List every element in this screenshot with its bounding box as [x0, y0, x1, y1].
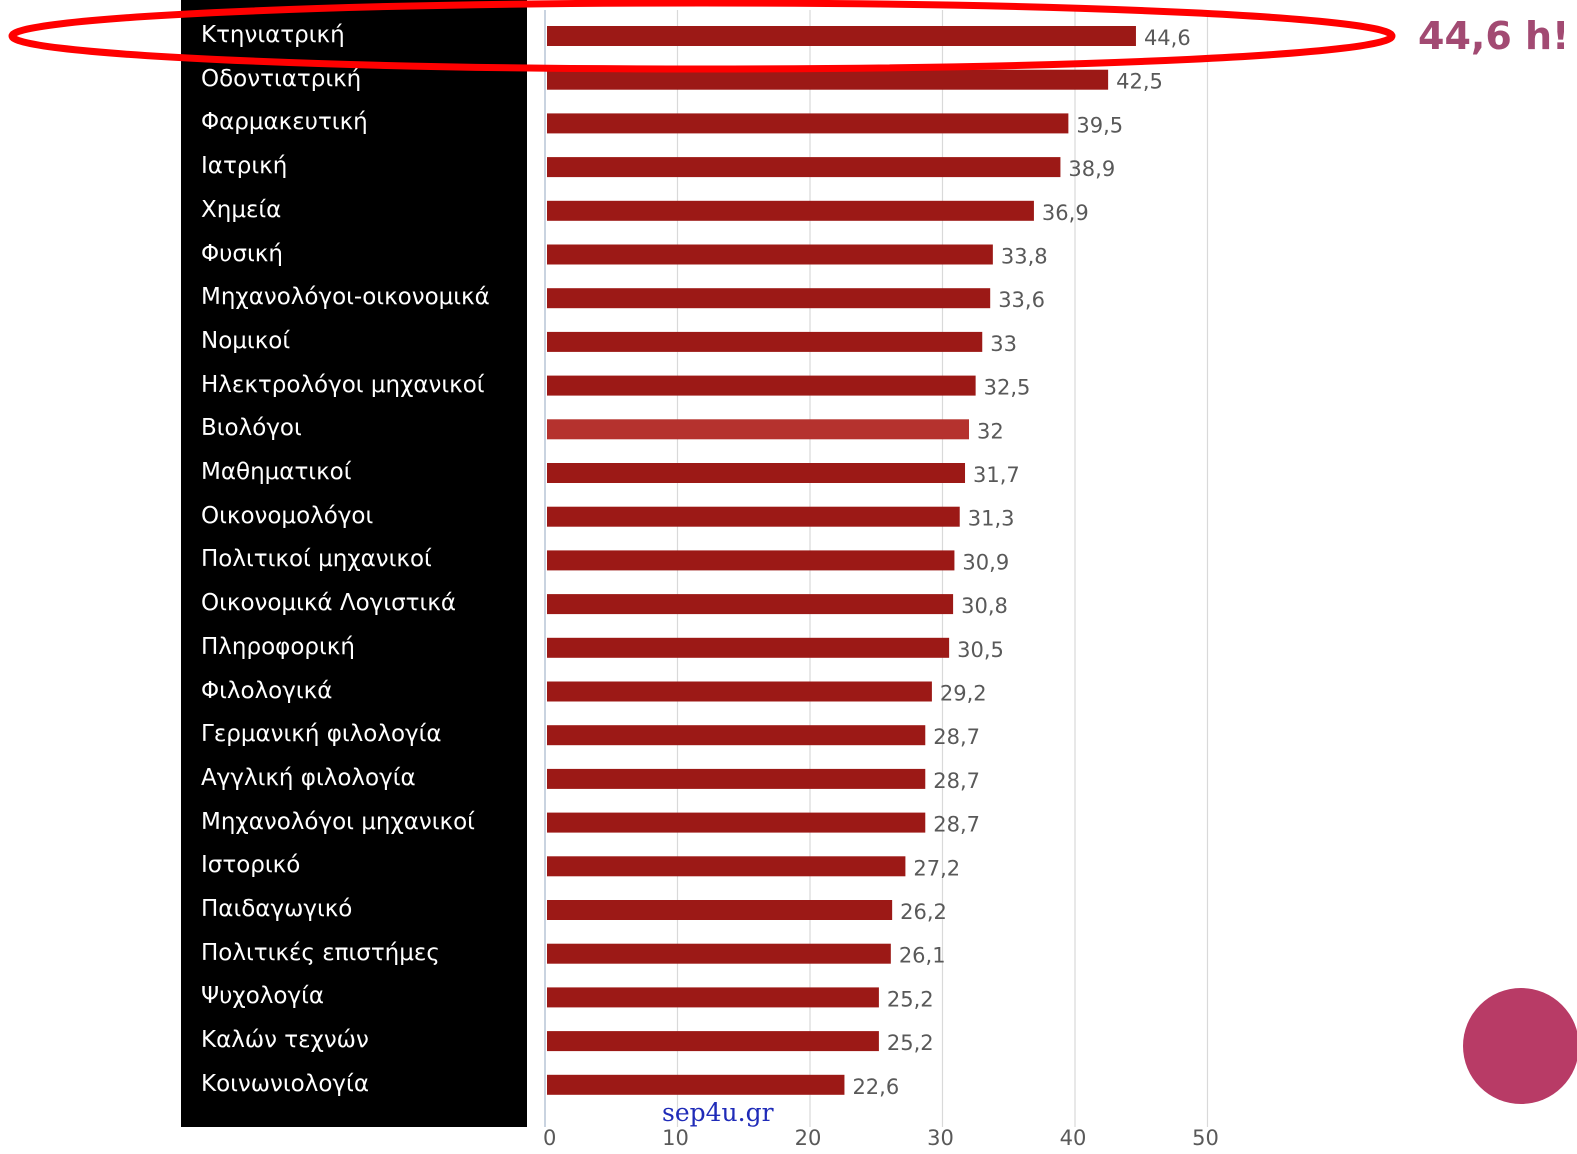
bar: [547, 419, 969, 440]
bar-value-label: 26,1: [899, 944, 946, 968]
bar-value-label: 28,7: [933, 813, 980, 837]
bar-value-label: 22,6: [852, 1075, 899, 1099]
x-tick-label: 10: [662, 1126, 689, 1150]
bar-value-label: 30,5: [957, 638, 1004, 662]
bar: [547, 200, 1034, 221]
bar: [547, 856, 906, 877]
bar-value-label: 26,2: [900, 900, 947, 924]
category-label: Βιολόγοι: [201, 415, 302, 442]
bars: 44,6 42,5 39,5 38,9 36,9 33,8 33,6 33 32,5 32 31,7…: [547, 26, 1191, 1099]
bar: [547, 113, 1069, 134]
category-label: Μηχανολόγοι-οικονομικά: [201, 284, 490, 311]
bar: [547, 768, 926, 789]
bar-value-label: 31,3: [968, 507, 1015, 531]
category-label: Φαρμακευτική: [201, 109, 368, 136]
bar: [547, 900, 893, 920]
category-label: Παιδαγωγικό: [201, 896, 353, 922]
category-label: Πληροφορική: [201, 633, 355, 660]
category-label: Οικονομικά Λογιστικά: [201, 590, 456, 617]
bar-value-label: 33: [990, 332, 1017, 356]
category-label: Πολιτικοί μηχανικοί: [201, 546, 432, 573]
x-tick-label: 40: [1060, 1126, 1087, 1150]
bar-value-label: 32: [977, 419, 1004, 443]
category-label: Νομικοί: [201, 327, 291, 354]
category-label: Ηλεκτρολόγοι μηχανικοί: [201, 371, 485, 398]
bar-value-label: 44,6: [1144, 26, 1191, 50]
category-label: Ιστορικό: [201, 852, 301, 879]
bar: [547, 812, 926, 833]
highlight-annotation: 44,6 h!: [1418, 14, 1570, 58]
category-label: Φυσική: [201, 240, 283, 267]
category-label: Οδοντιατρική: [201, 65, 362, 92]
category-label: Ψυχολογία: [201, 983, 325, 1010]
bar: [547, 69, 1109, 90]
category-label: Μαθηματικοί: [201, 459, 352, 485]
category-label: Οικονομολόγοι: [201, 502, 374, 529]
category-label: Γερμανική φιλολογία: [201, 721, 442, 748]
bar: [547, 594, 954, 615]
category-label: Χημεία: [201, 196, 282, 223]
bar: [547, 637, 950, 658]
bar: [547, 244, 993, 265]
bar-value-label: 28,7: [933, 769, 980, 793]
bar-value-label: 25,2: [887, 1031, 934, 1055]
bar: [547, 987, 879, 1008]
highlight-ellipse: [8, 0, 1396, 73]
category-label-panel: Κτηνιατρική Οδοντιατρική Φαρμακευτική Ιατρι…: [181, 0, 527, 1127]
bar-value-label: 25,2: [887, 987, 934, 1011]
bar: [547, 157, 1061, 178]
bar: [547, 1074, 845, 1095]
x-tick-label: 20: [795, 1126, 822, 1150]
category-label: Μηχανολόγοι μηχανικοί: [201, 808, 475, 835]
grid-lines: [544, 10, 1209, 1127]
bar-value-label: 39,5: [1076, 113, 1123, 137]
bar-value-label: 31,7: [973, 463, 1020, 487]
x-tick-label: 50: [1192, 1126, 1219, 1150]
bar-value-label: 27,2: [913, 856, 960, 880]
bar-value-label: 32,5: [984, 376, 1031, 400]
watermark: sep4u.gr: [662, 1098, 774, 1127]
bar: [547, 375, 976, 396]
x-axis-ticks: 0 10 20 30 40 50: [543, 1126, 1219, 1150]
bar: [547, 550, 955, 571]
bar: [547, 506, 960, 527]
bar-value-label: 29,2: [940, 682, 987, 706]
bar: [547, 681, 932, 702]
bar-value-label: 33,8: [1001, 245, 1048, 269]
bar-value-label: 28,7: [933, 725, 980, 749]
category-label: Ιατρική: [201, 153, 288, 180]
bar-value-label: 36,9: [1042, 201, 1089, 225]
category-label: Κτηνιατρική: [201, 22, 345, 48]
bar: [547, 288, 991, 309]
category-label: Αγγλική φιλολογία: [201, 764, 416, 791]
bar: [547, 463, 966, 483]
bar: [547, 26, 1136, 46]
bar: [547, 943, 891, 964]
bar-value-label: 30,8: [961, 594, 1008, 618]
bar-value-label: 30,9: [962, 550, 1009, 574]
bar-value-label: 33,6: [998, 288, 1045, 312]
category-label: Πολιτικές επιστήμες: [201, 939, 440, 966]
bar: [547, 725, 926, 746]
bar: [547, 331, 983, 352]
category-label: Κοινωνιολογία: [201, 1070, 369, 1097]
bar: [547, 1031, 879, 1052]
decorative-circle: [1463, 988, 1577, 1104]
bar-value-label: 38,9: [1068, 157, 1115, 181]
bar-value-label: 42,5: [1116, 70, 1163, 94]
x-tick-label: 0: [543, 1126, 556, 1150]
category-label: Καλών τεχνών: [201, 1027, 369, 1054]
category-label: Φιλολογικά: [201, 677, 333, 704]
x-tick-label: 30: [927, 1126, 954, 1150]
